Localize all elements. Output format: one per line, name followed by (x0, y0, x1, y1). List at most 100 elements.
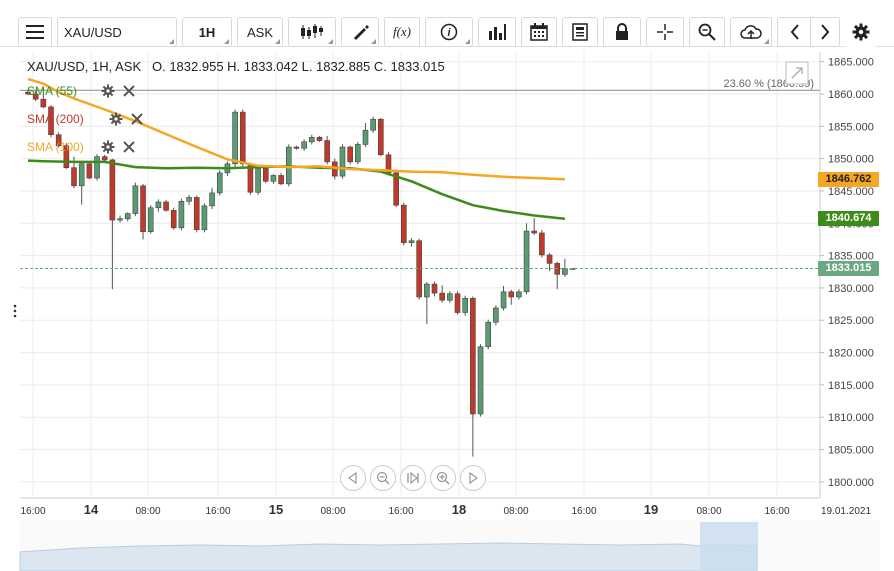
zoom-in-button[interactable] (430, 465, 456, 491)
resize-dot (13, 309, 17, 313)
ohlc-readout: XAU/USD, 1H, ASK O. 1832.955 H. 1833.042… (27, 59, 445, 74)
candle-body (370, 118, 376, 131)
function-button[interactable]: f(x) (384, 17, 420, 47)
prev-button[interactable] (777, 17, 811, 47)
x-tick-label: 14 (84, 502, 99, 517)
close-icon[interactable] (123, 141, 135, 153)
zoom-out-button[interactable] (370, 465, 396, 491)
candle-body (71, 167, 77, 187)
reset-icon (407, 471, 419, 485)
legend-label: SMA (200) (27, 112, 84, 126)
candle-body (270, 175, 277, 182)
candle-body (508, 291, 515, 298)
candle-body (86, 163, 93, 179)
x-tick-label: 15 (269, 502, 283, 517)
calendar-icon (530, 23, 548, 41)
candle-body (424, 283, 430, 298)
candle-body (155, 201, 162, 209)
gear-icon[interactable] (101, 140, 115, 154)
legend-item[interactable]: SMA (200) (27, 112, 143, 126)
candle-body (178, 201, 185, 229)
close-icon[interactable] (123, 85, 135, 97)
x-tick-label: 08:00 (503, 506, 528, 517)
candle-body (308, 137, 315, 143)
x-tick-label: 19.01.2021 (821, 506, 871, 517)
calendar-button[interactable] (521, 17, 557, 47)
reset-view-button[interactable] (400, 465, 426, 491)
maximize-button[interactable] (785, 61, 809, 85)
svg-text:i: i (447, 27, 451, 39)
cloud-upload-icon (740, 25, 762, 39)
sma-line (27, 77, 565, 181)
candles (25, 88, 576, 457)
candle-body (546, 254, 553, 264)
candle-body (216, 172, 223, 194)
cloud-button[interactable] (730, 17, 772, 47)
draw-button[interactable] (341, 17, 379, 47)
y-tick-label: 1855.000 (828, 121, 874, 133)
legend-item[interactable]: SMA (100) (27, 140, 135, 154)
candle-body (454, 293, 461, 313)
crosshair-button[interactable] (646, 17, 684, 47)
candle-body (278, 175, 284, 185)
candle-body (239, 111, 246, 165)
settings-button[interactable] (845, 17, 877, 47)
y-tick-label: 1860.000 (828, 89, 874, 101)
scroll-left-button[interactable] (340, 465, 366, 491)
indicators-button[interactable] (478, 17, 516, 47)
candle-body (531, 230, 538, 234)
legend-label: SMA (55) (27, 84, 78, 98)
last-price-tag: 1833.015 (818, 260, 879, 276)
info-button[interactable]: i (425, 17, 473, 47)
zoom-button[interactable] (689, 17, 725, 47)
candle-body (362, 129, 369, 145)
candle-body (255, 168, 261, 193)
gear-icon[interactable] (101, 84, 115, 98)
x-tick-label: 08:00 (696, 506, 721, 517)
candle-body (163, 201, 169, 211)
candle-body (63, 145, 70, 169)
navigator-window[interactable] (700, 522, 758, 571)
sma-lines (27, 77, 566, 221)
close-icon[interactable] (131, 113, 143, 125)
x-tick-label: 16:00 (205, 506, 230, 517)
triangle-right-icon (469, 472, 479, 484)
candle-body (470, 297, 476, 415)
zoom-icon (698, 23, 716, 41)
menu-button[interactable] (18, 17, 52, 47)
x-tick-label: 18 (452, 502, 466, 517)
gear-icon[interactable] (109, 112, 123, 126)
zoom-out-icon (376, 471, 390, 485)
scroll-right-button[interactable] (460, 465, 486, 491)
resize-dot (13, 314, 17, 318)
legend-label: SMA (100) (27, 140, 84, 154)
candle-body (485, 321, 492, 348)
candle-body (316, 137, 323, 141)
chart-type-button[interactable] (288, 17, 336, 47)
x-axis: 16:00 14 08:00 16:00 15 08:00 16:00 18 08:00 16:0… (20, 502, 871, 517)
news-icon (572, 23, 588, 41)
draw-icon (354, 25, 369, 40)
next-button[interactable] (810, 17, 840, 47)
candle-body (447, 293, 453, 301)
interval-selector[interactable]: 1H (182, 17, 232, 47)
y-tick-label: 1825.000 (828, 315, 874, 327)
x-tick-label: 16:00 (571, 506, 596, 517)
y-tick-label: 1800.000 (828, 477, 874, 489)
candle-body (523, 230, 530, 293)
legend-item[interactable]: SMA (55) (27, 84, 135, 98)
candle-body (140, 185, 146, 232)
candle-body (170, 210, 177, 229)
candle-body (355, 144, 361, 163)
symbol-selector[interactable]: XAU/USD (57, 17, 177, 47)
news-button[interactable] (562, 17, 598, 47)
navigator-area (19, 542, 758, 571)
candle-body (124, 213, 131, 220)
lock-button[interactable] (603, 17, 641, 47)
price-side-selector[interactable]: ASK (237, 17, 283, 47)
next-icon (821, 24, 830, 40)
candle-body (147, 207, 154, 232)
candle-body (439, 292, 445, 301)
candle-body (301, 141, 307, 149)
